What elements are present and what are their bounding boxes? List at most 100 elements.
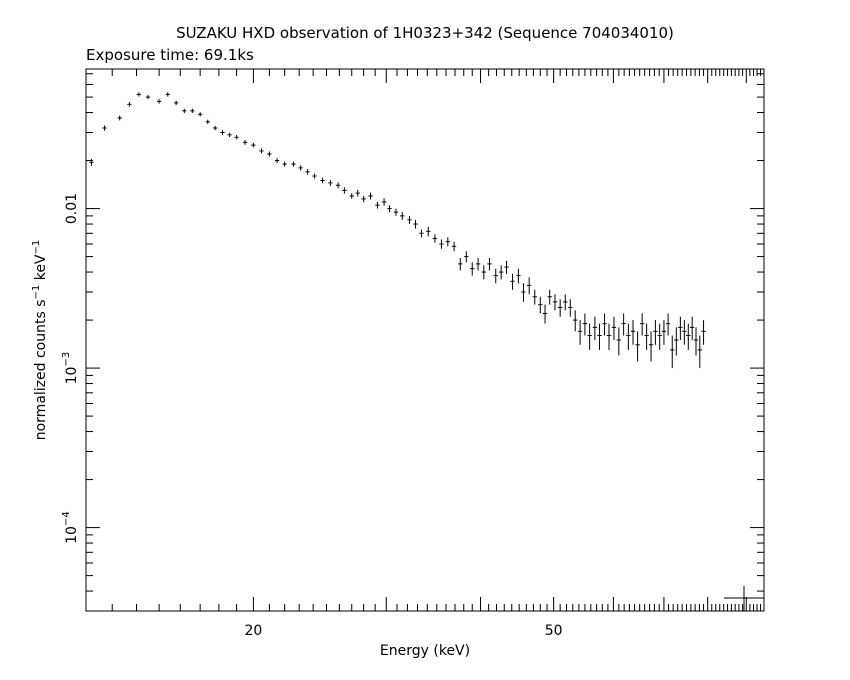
data-point [291,161,296,167]
data-point [670,335,675,369]
y-axis-label-sup2: −1 [31,240,42,255]
data-point [470,262,475,276]
y-axis-label-sup1: −1 [31,285,42,300]
data-point [458,257,463,271]
data-point [361,195,366,202]
data-point [516,268,521,284]
data-point [136,92,141,97]
data-point [475,257,481,271]
data-point [117,115,122,121]
data-point [342,187,347,194]
data-point [174,100,179,106]
data-point [587,323,592,350]
data-point [426,226,431,237]
data-point [328,180,333,186]
data-point [701,320,706,345]
resolution-marker [724,586,764,611]
data-point [298,165,303,171]
data-point [251,142,256,148]
data-point [577,320,583,345]
data-point [375,201,380,209]
data-point [156,99,162,104]
data-point [407,215,412,225]
data-point [532,289,537,305]
data-point [499,265,504,280]
data-point [198,112,203,117]
data-point [563,294,568,311]
data-point [368,192,373,200]
data-point [381,198,387,206]
data-point [274,158,280,164]
data-point [89,158,94,166]
x-tick-label: 20 [244,623,262,639]
svg-text:10−4: 10−4 [61,511,80,544]
svg-text:0.01: 0.01 [64,193,80,224]
data-point [538,296,543,314]
data-point [630,320,636,345]
data-point [182,108,187,114]
data-point [510,273,515,290]
data-point [213,125,218,131]
data-point [693,327,699,356]
data-point [432,234,438,243]
y-tick-label: 10−3 [61,352,80,385]
data-point [657,323,662,350]
data-point [320,177,325,184]
data-point [481,265,486,280]
data-point [242,140,248,145]
y-axis-label-middle: keV [33,254,49,285]
data-point [602,313,607,336]
data-point [419,229,424,238]
data-point [626,323,631,350]
data-point [568,299,573,317]
data-point [335,182,341,189]
data-point [592,316,597,340]
y-tick-label: 10−4 [61,511,80,544]
data-point [487,257,492,271]
data-point [616,327,621,356]
y-tick-label-base: 10 [64,367,80,385]
y-axis-label: normalized counts s−1 keV−1 [31,240,49,441]
data-point [393,208,399,216]
data-point [640,313,645,336]
data-point [547,289,552,305]
data-point [644,323,649,350]
data-point [678,316,683,340]
data-point [267,151,272,157]
data-point [582,313,588,336]
data-point [282,161,287,167]
data-point [542,304,548,324]
data-point [349,193,354,199]
chart-subtitle: Exposure time: 69.1ks [86,46,254,64]
data-point [234,135,239,140]
data-point [621,313,626,336]
data-point [145,95,151,100]
y-tick-label-exp: −4 [61,511,72,526]
svg-text:10−3: 10−3 [61,352,80,385]
data-point [451,241,457,252]
data-point [552,294,558,311]
data-point [400,212,405,220]
data-point [653,320,658,345]
data-point [674,327,679,356]
y-tick-label-exp: −3 [61,352,72,367]
data-point [527,277,532,295]
data-point [227,132,232,138]
chart-title: SUZAKU HXD observation of 1H0323+342 (Se… [176,24,674,42]
data-point [413,219,418,229]
data-point [682,320,687,345]
x-axis-ticks [85,69,765,611]
plot-frame [85,68,765,612]
svg-text:normalized counts s−1 keV−1: normalized counts s−1 keV−1 [31,240,49,441]
data-point [686,323,691,350]
data-point [127,102,132,107]
data-point [190,108,195,114]
data-point [665,313,671,336]
data-point [597,323,602,350]
data-point [648,331,654,362]
data-point [102,125,107,131]
data-point [521,283,526,302]
y-axis-label-prefix: normalized counts s [33,299,49,440]
